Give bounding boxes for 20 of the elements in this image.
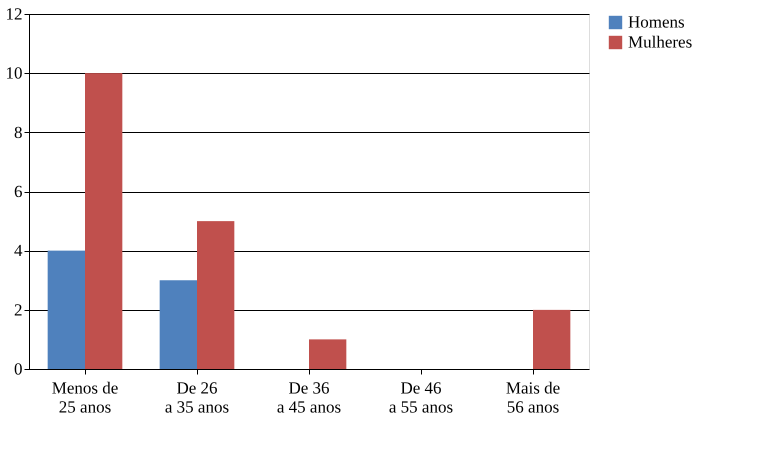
y-tick-label: 0: [14, 360, 22, 378]
x-tick-label: Mais de 56 anos: [506, 378, 560, 416]
x-tick-label: Menos de 25 anos: [52, 378, 118, 416]
y-tick-label: 10: [6, 64, 22, 83]
y-tick-label: 4: [14, 241, 23, 260]
y-tick-label: 8: [14, 122, 22, 142]
y-tick-label: 6: [14, 182, 22, 201]
legend-label: Mulheres: [628, 32, 692, 52]
bar: [160, 280, 197, 369]
x-tick-label: De 26 a 35 anos: [164, 378, 230, 416]
bar: [48, 250, 85, 369]
legend-label: Homens: [628, 12, 685, 32]
x-tick-label: De 36 a 45 anos: [276, 378, 342, 416]
x-tick-label: De 46 a 55 anos: [388, 378, 454, 416]
bar: [533, 310, 570, 369]
bar: [197, 221, 234, 369]
y-tick-label: 12: [6, 4, 22, 24]
bar: [85, 73, 122, 369]
bar: [309, 339, 346, 369]
y-tick-label: 2: [14, 300, 22, 320]
